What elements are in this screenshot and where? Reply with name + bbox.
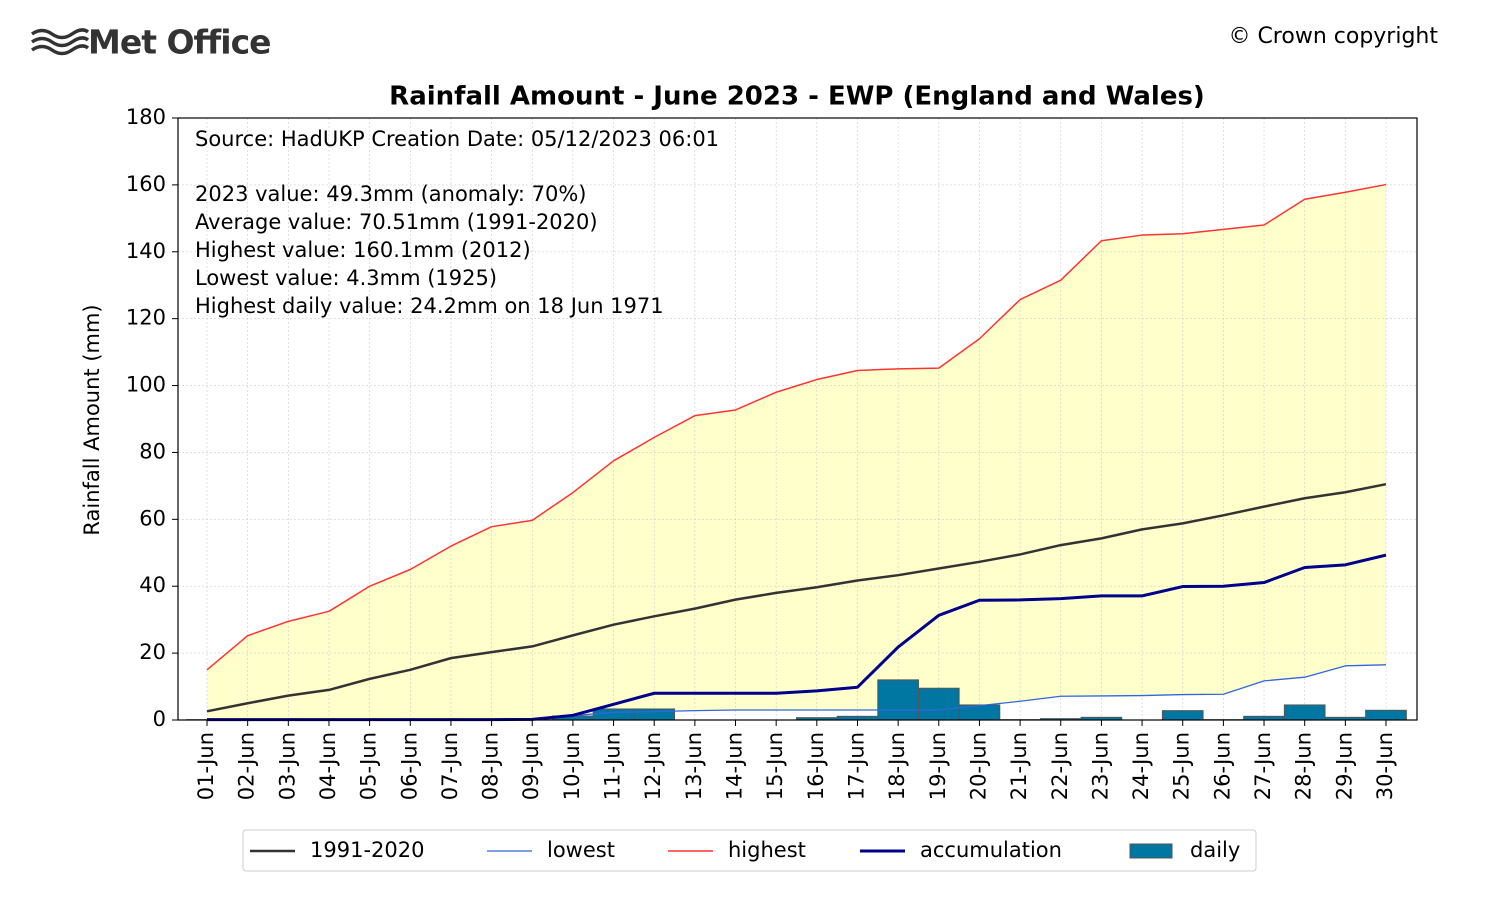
y-tick-label: 20 (139, 640, 166, 664)
annotation: Lowest value: 4.3mm (1925) (195, 266, 497, 290)
bar (877, 679, 919, 721)
annotation: 2023 value: 49.3mm (anomaly: 70%) (195, 182, 586, 206)
annotation: Source: HadUKP Creation Date: 05/12/2023… (195, 127, 719, 151)
legend-label: daily (1190, 838, 1240, 862)
legend-swatch (1129, 843, 1173, 859)
x-tick-label: 23-Jun (1088, 732, 1112, 800)
y-tick-label: 140 (126, 239, 166, 263)
x-tick-label: 13-Jun (682, 732, 706, 800)
x-tick-label: 03-Jun (275, 732, 299, 800)
x-tick-label: 17-Jun (844, 732, 868, 800)
y-axis-label: Rainfall Amount (mm) (80, 304, 104, 535)
annotation: Average value: 70.51mm (1991-2020) (195, 210, 598, 234)
x-tick-label: 11-Jun (601, 732, 625, 800)
x-tick-label: 19-Jun (926, 732, 950, 800)
x-tick-label: 04-Jun (316, 732, 340, 800)
bar (917, 687, 960, 721)
x-tick-label: 12-Jun (641, 732, 665, 800)
x-tick-label: 06-Jun (397, 732, 421, 800)
x-tick-label: 24-Jun (1129, 732, 1153, 800)
legend-label: lowest (547, 838, 615, 862)
legend-label: accumulation (920, 838, 1062, 862)
x-tick-label: 01-Jun (194, 732, 218, 800)
x-tick-label: 14-Jun (723, 732, 747, 800)
y-tick-label: 100 (126, 373, 166, 397)
plot-frame (177, 117, 1418, 721)
bar (592, 708, 635, 721)
annotation: Highest value: 160.1mm (2012) (195, 238, 531, 262)
x-tick-label: 30-Jun (1373, 732, 1397, 800)
line (206, 183, 1387, 671)
y-tick-label: 60 (139, 506, 166, 530)
copyright: © Crown copyright (1228, 24, 1438, 49)
y-tick-label: 160 (126, 172, 166, 196)
bar (1365, 709, 1407, 721)
y-tick-label: 180 (126, 105, 166, 129)
x-tick-label: 05-Jun (357, 732, 381, 800)
y-tick-label: 80 (139, 439, 166, 463)
x-tick-label: 28-Jun (1292, 732, 1316, 800)
x-tick-label: 18-Jun (885, 732, 909, 800)
x-tick-label: 02-Jun (235, 732, 259, 800)
x-tick-label: 25-Jun (1170, 732, 1194, 800)
x-tick-label: 29-Jun (1332, 732, 1356, 800)
x-tick-label: 22-Jun (1048, 732, 1072, 800)
y-tick-label: 120 (126, 306, 166, 330)
bar (633, 708, 676, 721)
logo-icon (30, 28, 90, 56)
legend-label: 1991-2020 (310, 838, 424, 862)
x-tick-label: 10-Jun (560, 732, 584, 800)
bar (1283, 704, 1326, 721)
y-tick-label: 40 (139, 573, 166, 597)
x-tick-label: 08-Jun (479, 732, 503, 800)
legend-box (242, 829, 1257, 872)
legend-label: highest (728, 838, 806, 862)
x-tick-label: 27-Jun (1251, 732, 1275, 800)
bar (1161, 710, 1204, 721)
logo-text: Met Office (88, 23, 271, 62)
x-tick-label: 07-Jun (438, 732, 462, 800)
x-tick-label: 20-Jun (966, 732, 990, 800)
x-tick-label: 09-Jun (519, 732, 543, 800)
y-tick-label: 0 (153, 707, 166, 731)
x-tick-label: 15-Jun (763, 732, 787, 800)
line (206, 482, 1387, 713)
x-tick-label: 21-Jun (1007, 732, 1031, 800)
annotation: Highest daily value: 24.2mm on 18 Jun 19… (195, 294, 664, 318)
chart-title: Rainfall Amount - June 2023 - EWP (Engla… (389, 82, 1205, 112)
x-tick-label: 26-Jun (1210, 732, 1234, 800)
x-tick-label: 16-Jun (804, 732, 828, 800)
